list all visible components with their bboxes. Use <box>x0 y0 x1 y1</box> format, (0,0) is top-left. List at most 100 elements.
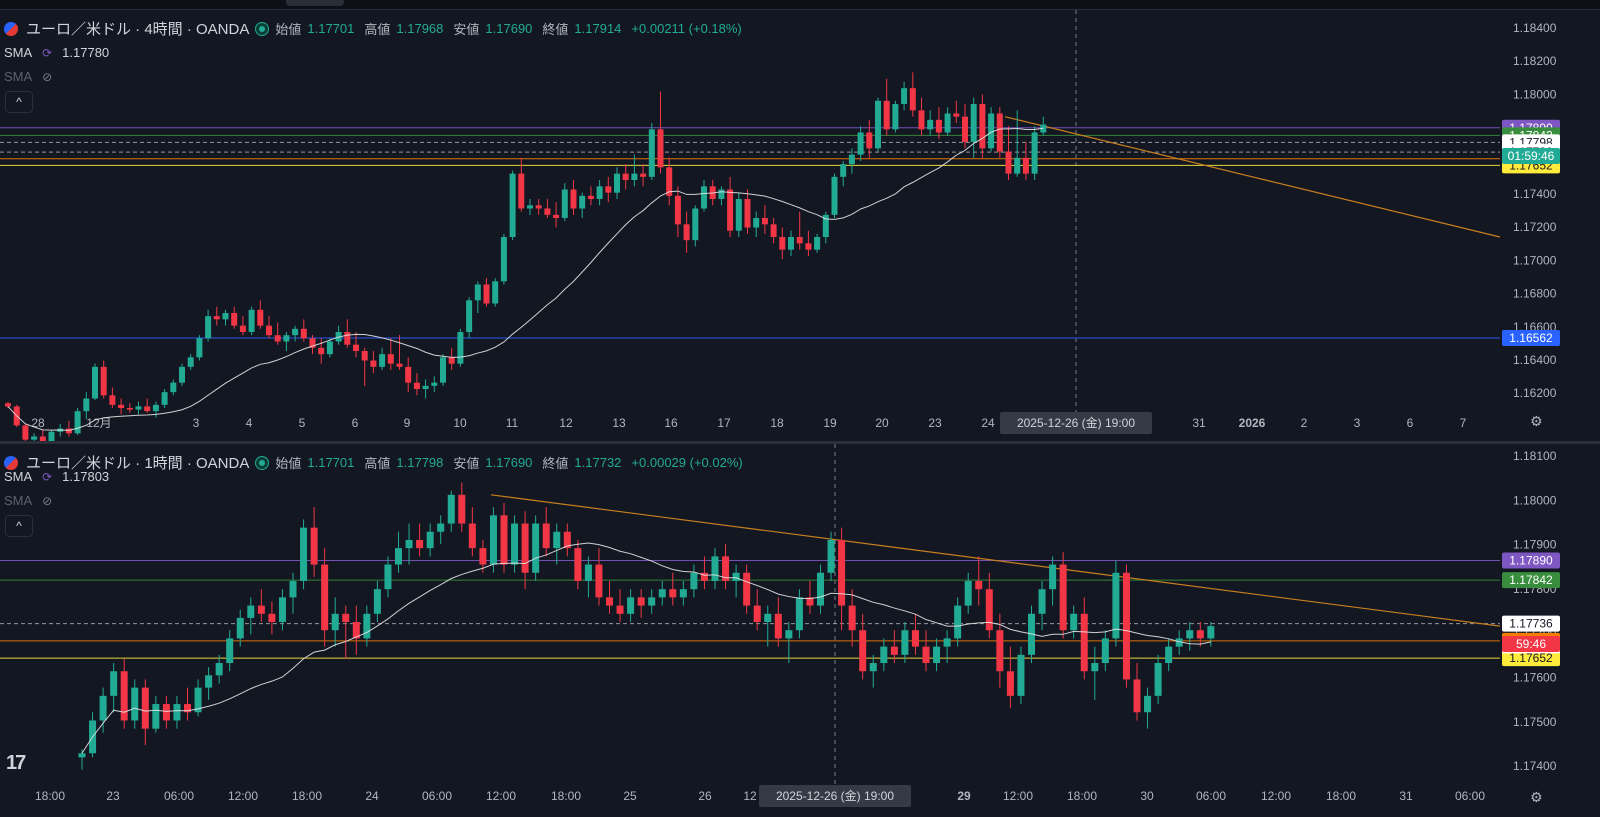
high-value: 1.17798 <box>396 455 444 470</box>
collapse-legend-button[interactable]: ^ <box>5 515 33 537</box>
sma-indicator-1[interactable]: SMA ⟳ 1.17780 <box>4 45 109 60</box>
settings-gear-icon[interactable]: ⚙ <box>1530 413 1543 429</box>
x-tick-label: 26 <box>698 789 712 803</box>
candle-body <box>162 704 170 721</box>
candle-body <box>848 154 855 165</box>
close-value: 1.17914 <box>574 21 622 36</box>
symbol-title[interactable]: ユーロ／米ドル · 1時間 · OANDA <box>26 455 250 472</box>
candle-body <box>911 630 919 647</box>
crosshair-time-label: 2025-12-26 (金) 19:00 <box>776 788 894 803</box>
candle-body <box>342 613 350 622</box>
y-tick-label: 1.17200 <box>1513 220 1557 234</box>
candle-body <box>674 195 681 225</box>
open-value: 1.17701 <box>307 21 355 36</box>
candle-body <box>74 411 81 434</box>
chart-canvas-1h[interactable]: 1.181001.180001.179001.178001.177001.176… <box>0 444 1600 817</box>
chart-panel-4h[interactable]: 1.184001.182001.180001.178001.176001.174… <box>0 10 1600 441</box>
candle-body <box>521 523 529 573</box>
candle-body <box>743 572 751 606</box>
candle-body <box>606 597 613 606</box>
eurusd-flag-icon <box>4 21 18 36</box>
candle-body <box>657 129 664 168</box>
candle-body <box>614 173 620 193</box>
candle-body <box>213 316 220 320</box>
candle-body <box>544 208 551 215</box>
pane-divider[interactable] <box>0 441 1600 444</box>
candle-body <box>637 597 645 606</box>
candle-body <box>511 523 519 565</box>
candle-body <box>1059 564 1067 631</box>
tradingview-logo[interactable]: 17 <box>6 752 26 774</box>
candle-body <box>492 281 499 304</box>
candle-body <box>970 104 977 142</box>
candle-body <box>627 597 635 614</box>
candle-body <box>596 186 603 199</box>
candle-body <box>352 622 360 639</box>
x-tick-label: 18:00 <box>551 789 581 803</box>
sma-indicator-2[interactable]: SMA ⊘ <box>4 493 54 508</box>
refresh-icon[interactable]: ⟳ <box>42 469 53 484</box>
candle-body <box>796 237 803 244</box>
collapse-legend-button[interactable]: ^ <box>5 91 33 113</box>
candle-body <box>631 173 638 180</box>
close-value: 1.17732 <box>574 455 622 470</box>
sma-label: SMA <box>4 45 33 60</box>
candle-body <box>379 354 386 367</box>
candle-body <box>1175 638 1183 647</box>
symbol-title[interactable]: ユーロ／米ドル · 4時間 · OANDA <box>26 21 250 38</box>
price-level-tag-bg <box>1502 615 1560 632</box>
sma-indicator-1[interactable]: SMA ⟳ 1.17803 <box>4 469 109 484</box>
candle-body <box>466 300 473 332</box>
candle-body <box>431 382 438 386</box>
price-level-tag-bg <box>1502 330 1560 347</box>
candle-body <box>194 687 202 713</box>
x-tick-label: 31 <box>1192 416 1206 430</box>
candle-body <box>727 189 734 231</box>
x-tick-label: 24 <box>365 789 379 803</box>
x-tick-label: 5 <box>299 416 306 430</box>
candle-body <box>827 539 835 573</box>
hidden-eye-icon[interactable]: ⊘ <box>42 69 53 84</box>
x-tick-label: 18:00 <box>292 789 322 803</box>
candle-body <box>236 617 244 639</box>
candle-body <box>880 646 888 664</box>
candle-body <box>901 88 908 104</box>
candle-body <box>1144 695 1152 713</box>
x-tick-label: 06:00 <box>1196 789 1226 803</box>
refresh-icon[interactable]: ⟳ <box>42 45 53 60</box>
candle-body <box>457 332 464 364</box>
settings-gear-icon[interactable]: ⚙ <box>1530 789 1543 805</box>
candle-body <box>822 214 829 237</box>
candle-body <box>770 224 777 237</box>
candle-body <box>274 335 281 342</box>
trendline <box>1004 116 1501 238</box>
countdown-tag-bg <box>1502 636 1560 652</box>
candle-body <box>266 325 272 336</box>
candle-body <box>99 695 107 721</box>
candle-body <box>574 548 582 581</box>
sma-indicator-2[interactable]: SMA ⊘ <box>4 69 54 84</box>
candle-body <box>962 116 968 142</box>
candle-body <box>489 515 497 565</box>
candle-body <box>666 167 673 196</box>
candle-body <box>373 589 381 614</box>
x-tick-label: 25 <box>623 789 637 803</box>
chart-panel-1h[interactable]: 1.181001.180001.179001.178001.177001.176… <box>0 444 1600 817</box>
candle-body <box>292 328 299 336</box>
candle-body <box>1091 663 1099 672</box>
chart-canvas-4h[interactable]: 1.184001.182001.180001.178001.176001.174… <box>0 10 1600 441</box>
top-toolbar <box>0 0 1600 10</box>
candle-body <box>935 119 942 133</box>
toolbar-tab[interactable] <box>286 0 344 6</box>
x-tick-label: 18:00 <box>1326 789 1356 803</box>
low-label: 安値 <box>453 456 480 471</box>
y-tick-label: 1.16200 <box>1513 386 1557 400</box>
hidden-eye-icon[interactable]: ⊘ <box>42 493 53 508</box>
candle-body <box>1112 572 1120 639</box>
close-label: 終値 <box>542 456 569 471</box>
high-label: 高値 <box>364 22 391 37</box>
candle-body <box>584 564 592 581</box>
candle-body <box>1014 157 1021 174</box>
candle-body <box>110 671 118 696</box>
candle-body <box>1133 679 1141 713</box>
